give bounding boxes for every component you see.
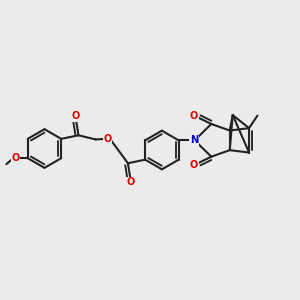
Text: O: O [103,134,112,144]
Text: N: N [190,135,198,145]
Text: O: O [126,177,134,187]
Text: O: O [190,160,198,170]
Text: O: O [72,111,80,121]
Text: O: O [12,153,20,163]
Text: O: O [190,111,198,121]
